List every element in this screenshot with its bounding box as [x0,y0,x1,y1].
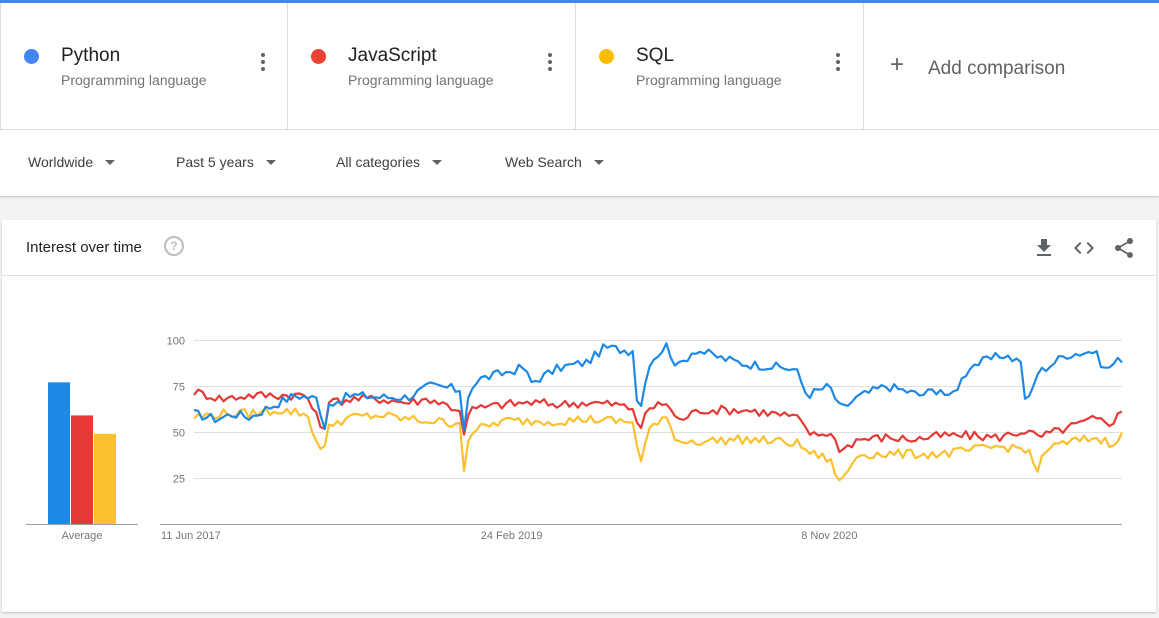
add-comparison-button[interactable]: + Add comparison [864,3,1159,130]
term-type: Programming language [636,72,782,88]
average-label: Average [62,530,103,542]
term-name: SQL [636,45,675,66]
filters-bar: Worldwide Past 5 years All categories We… [0,130,1159,196]
help-circle-icon[interactable]: ? [164,236,184,256]
caret-down-icon [105,159,116,165]
category-filter-label: All categories [336,154,421,170]
term-color-dot [311,49,326,64]
term-name: Python [61,45,121,66]
explore-header: Python Programming language JavaScript P… [0,3,1159,196]
embed-code-icon[interactable] [1072,236,1096,260]
series-line-python [193,342,1123,432]
y-tick-label: 50 [173,428,185,440]
more-vert-icon[interactable] [826,53,850,77]
x-axis: 11 Jun 2017 24 Feb 2019 8 Nov 2020 [161,530,857,542]
share-icon[interactable] [1112,236,1136,260]
y-tick-label: 25 [173,474,185,486]
term-card-sql[interactable]: SQL Programming language [576,3,864,130]
plus-icon: + [890,51,905,78]
y-tick-label: 75 [173,382,185,394]
interest-over-time-card: Interest over time ? Average 25 50 75 100 1… [2,220,1156,612]
y-tick-label: 100 [167,336,185,348]
term-color-dot [24,49,39,64]
term-type: Programming language [348,72,494,88]
search-type-filter-dropdown[interactable]: Web Search [505,154,604,170]
time-filter-dropdown[interactable]: Past 5 years [176,154,276,170]
download-icon[interactable] [1032,236,1056,260]
card-header: Interest over time ? [2,220,1156,276]
time-filter-label: Past 5 years [176,154,254,170]
comparison-terms-bar: Python Programming language JavaScript P… [0,3,1159,130]
average-bar-javascript [71,415,93,524]
more-vert-icon[interactable] [251,53,275,77]
add-comparison-label: Add comparison [928,58,1066,79]
x-tick-label: 8 Nov 2020 [801,530,857,542]
chart-series [193,342,1123,482]
region-filter-label: Worldwide [28,154,94,170]
card-title: Interest over time [26,239,142,256]
more-vert-icon[interactable] [538,53,562,77]
caret-down-icon [432,159,443,165]
top-accent-line [0,0,1159,3]
term-type: Programming language [61,72,207,88]
term-card-javascript[interactable]: JavaScript Programming language [288,3,576,130]
x-tick-label: 11 Jun 2017 [161,530,221,542]
region-filter-dropdown[interactable]: Worldwide [28,154,116,170]
caret-down-icon [265,159,276,165]
term-color-dot [599,49,614,64]
average-bar-sql [94,433,116,524]
average-bar-python [48,382,70,524]
series-line-sql [193,407,1123,482]
category-filter-dropdown[interactable]: All categories [336,154,443,170]
x-tick-label: 24 Feb 2019 [481,530,543,542]
search-type-filter-label: Web Search [505,154,582,170]
average-bars: Average [26,382,138,542]
term-card-python[interactable]: Python Programming language [0,3,288,130]
series-line-javascript [193,388,1123,454]
term-name: JavaScript [348,45,437,66]
interest-chart: Average 25 50 75 100 11 Jun 2017 24 Feb 2019… [26,336,1123,542]
chart-grid: 25 50 75 100 [160,336,1122,525]
caret-down-icon [593,159,604,165]
